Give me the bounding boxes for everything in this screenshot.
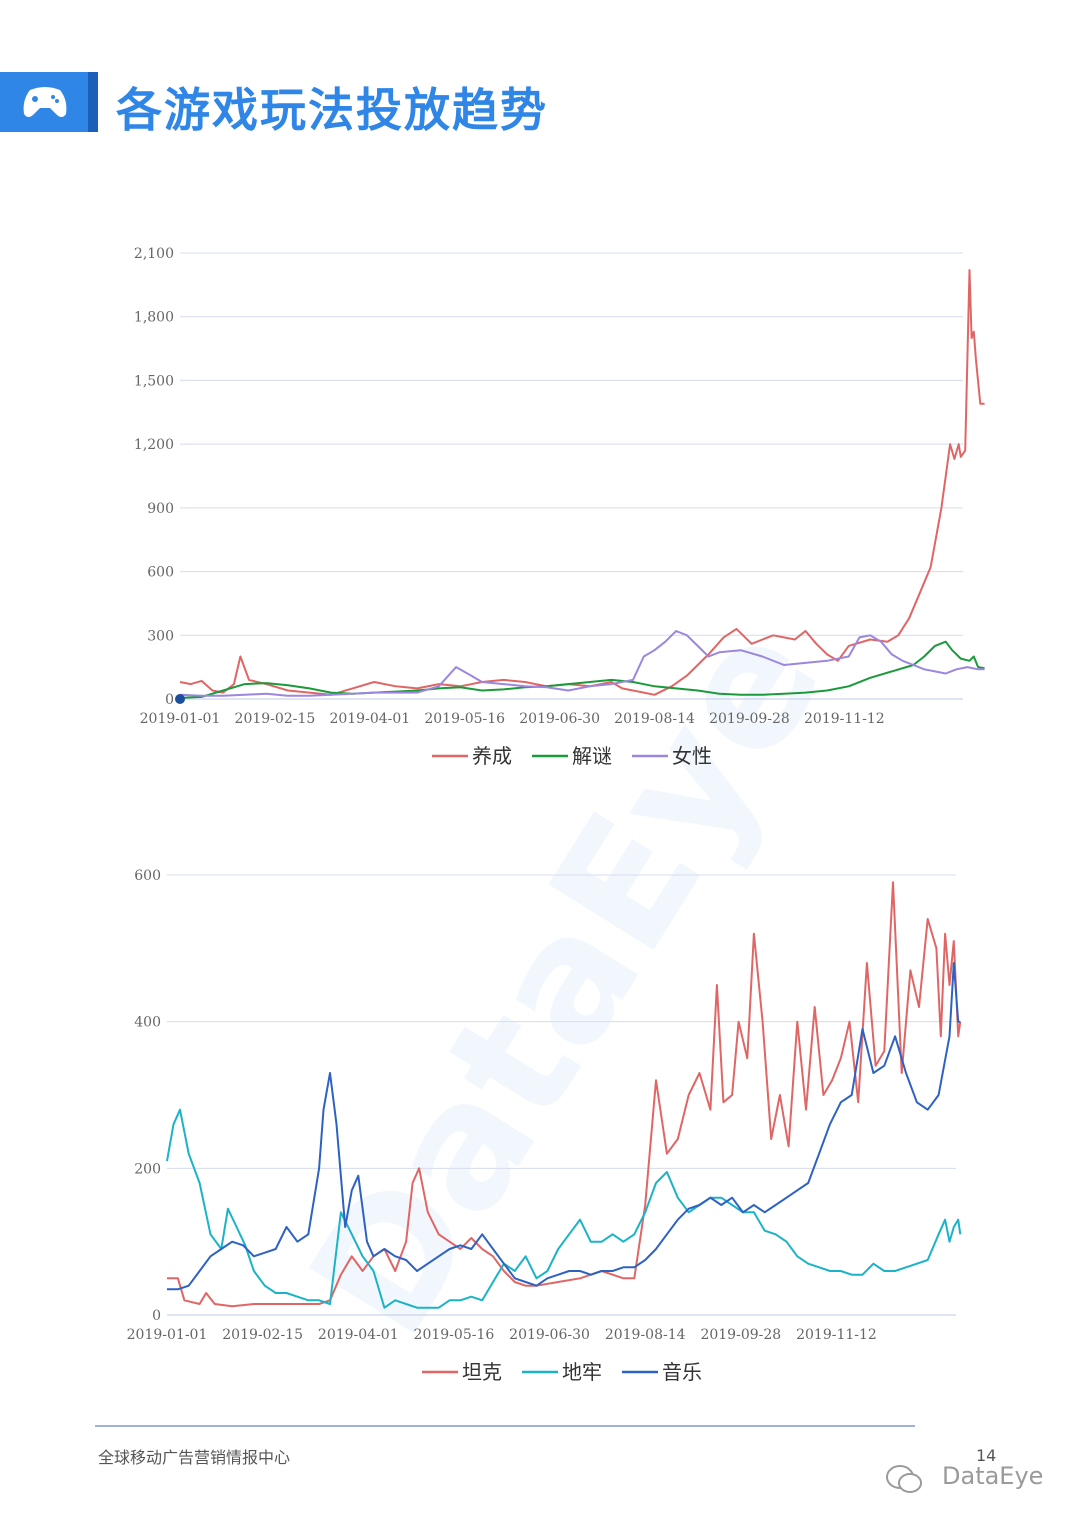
x-tick-label: 2019-01-01 [140,711,221,727]
x-tick-label: 2019-05-16 [424,711,505,727]
chart-bottom: 0 200 400 600 2019-01-01 2019-02-15 2019-04-01… [127,868,962,1384]
legend-label: 地牢 [562,1360,602,1384]
y-tick-label: 0 [165,692,174,708]
x-tick-label: 2019-02-15 [222,1327,303,1343]
footer-center-name: 全球移动广告营销情报中心 [98,1448,291,1467]
x-tick-label: 2019-09-28 [709,711,790,727]
brand-name: DataEye [942,1462,1044,1490]
header-accent-bar [88,72,98,132]
y-tick-label: 900 [147,501,174,517]
x-tick-label: 2019-09-28 [700,1327,781,1343]
legend-label: 解谜 [572,744,612,768]
footer-divider [95,1425,915,1427]
x-tick-label: 2019-11-12 [796,1327,877,1343]
legend-label: 音乐 [662,1360,702,1384]
x-tick-label: 2019-02-15 [235,711,316,727]
wechat-icon [886,1465,922,1493]
y-tick-label: 200 [134,1161,161,1177]
legend-label: 坦克 [462,1360,502,1384]
x-tick-label: 2019-08-14 [605,1327,686,1343]
series-start-marker [175,694,185,704]
x-tick-label: 2019-11-12 [804,711,885,727]
series-line [167,881,962,1308]
series-line [167,962,961,1291]
gamepad-icon [23,87,67,117]
series-line [179,640,985,699]
page-title: 各游戏玩法投放趋势 [116,83,548,137]
y-tick-label: 0 [152,1308,161,1324]
series-line [166,1108,962,1309]
y-tick-label: 300 [147,628,174,644]
x-tick-label: 2019-04-01 [329,711,410,727]
x-tick-label: 2019-05-16 [414,1327,495,1343]
y-tick-label: 1,500 [134,373,174,389]
legend-label: 女性 [672,744,712,768]
page-number: 14 [976,1446,997,1465]
y-tick-label: 1,800 [134,310,174,326]
y-tick-label: 400 [134,1015,161,1031]
y-tick-label: 2,100 [134,246,174,262]
x-tick-label: 2019-06-30 [509,1327,590,1343]
chart-top: 0 300 600 900 1,200 1,500 1,800 2,100 2019-01-01… [134,246,985,768]
y-tick-label: 600 [147,565,174,581]
y-tick-label: 600 [134,868,161,884]
series-line [179,630,985,697]
x-tick-label: 2019-01-01 [127,1327,208,1343]
y-tick-label: 1,200 [134,437,174,453]
x-tick-label: 2019-04-01 [318,1327,399,1343]
series-line [179,269,985,696]
x-tick-label: 2019-08-14 [614,711,695,727]
x-tick-label: 2019-06-30 [519,711,600,727]
legend-label: 养成 [472,744,512,768]
